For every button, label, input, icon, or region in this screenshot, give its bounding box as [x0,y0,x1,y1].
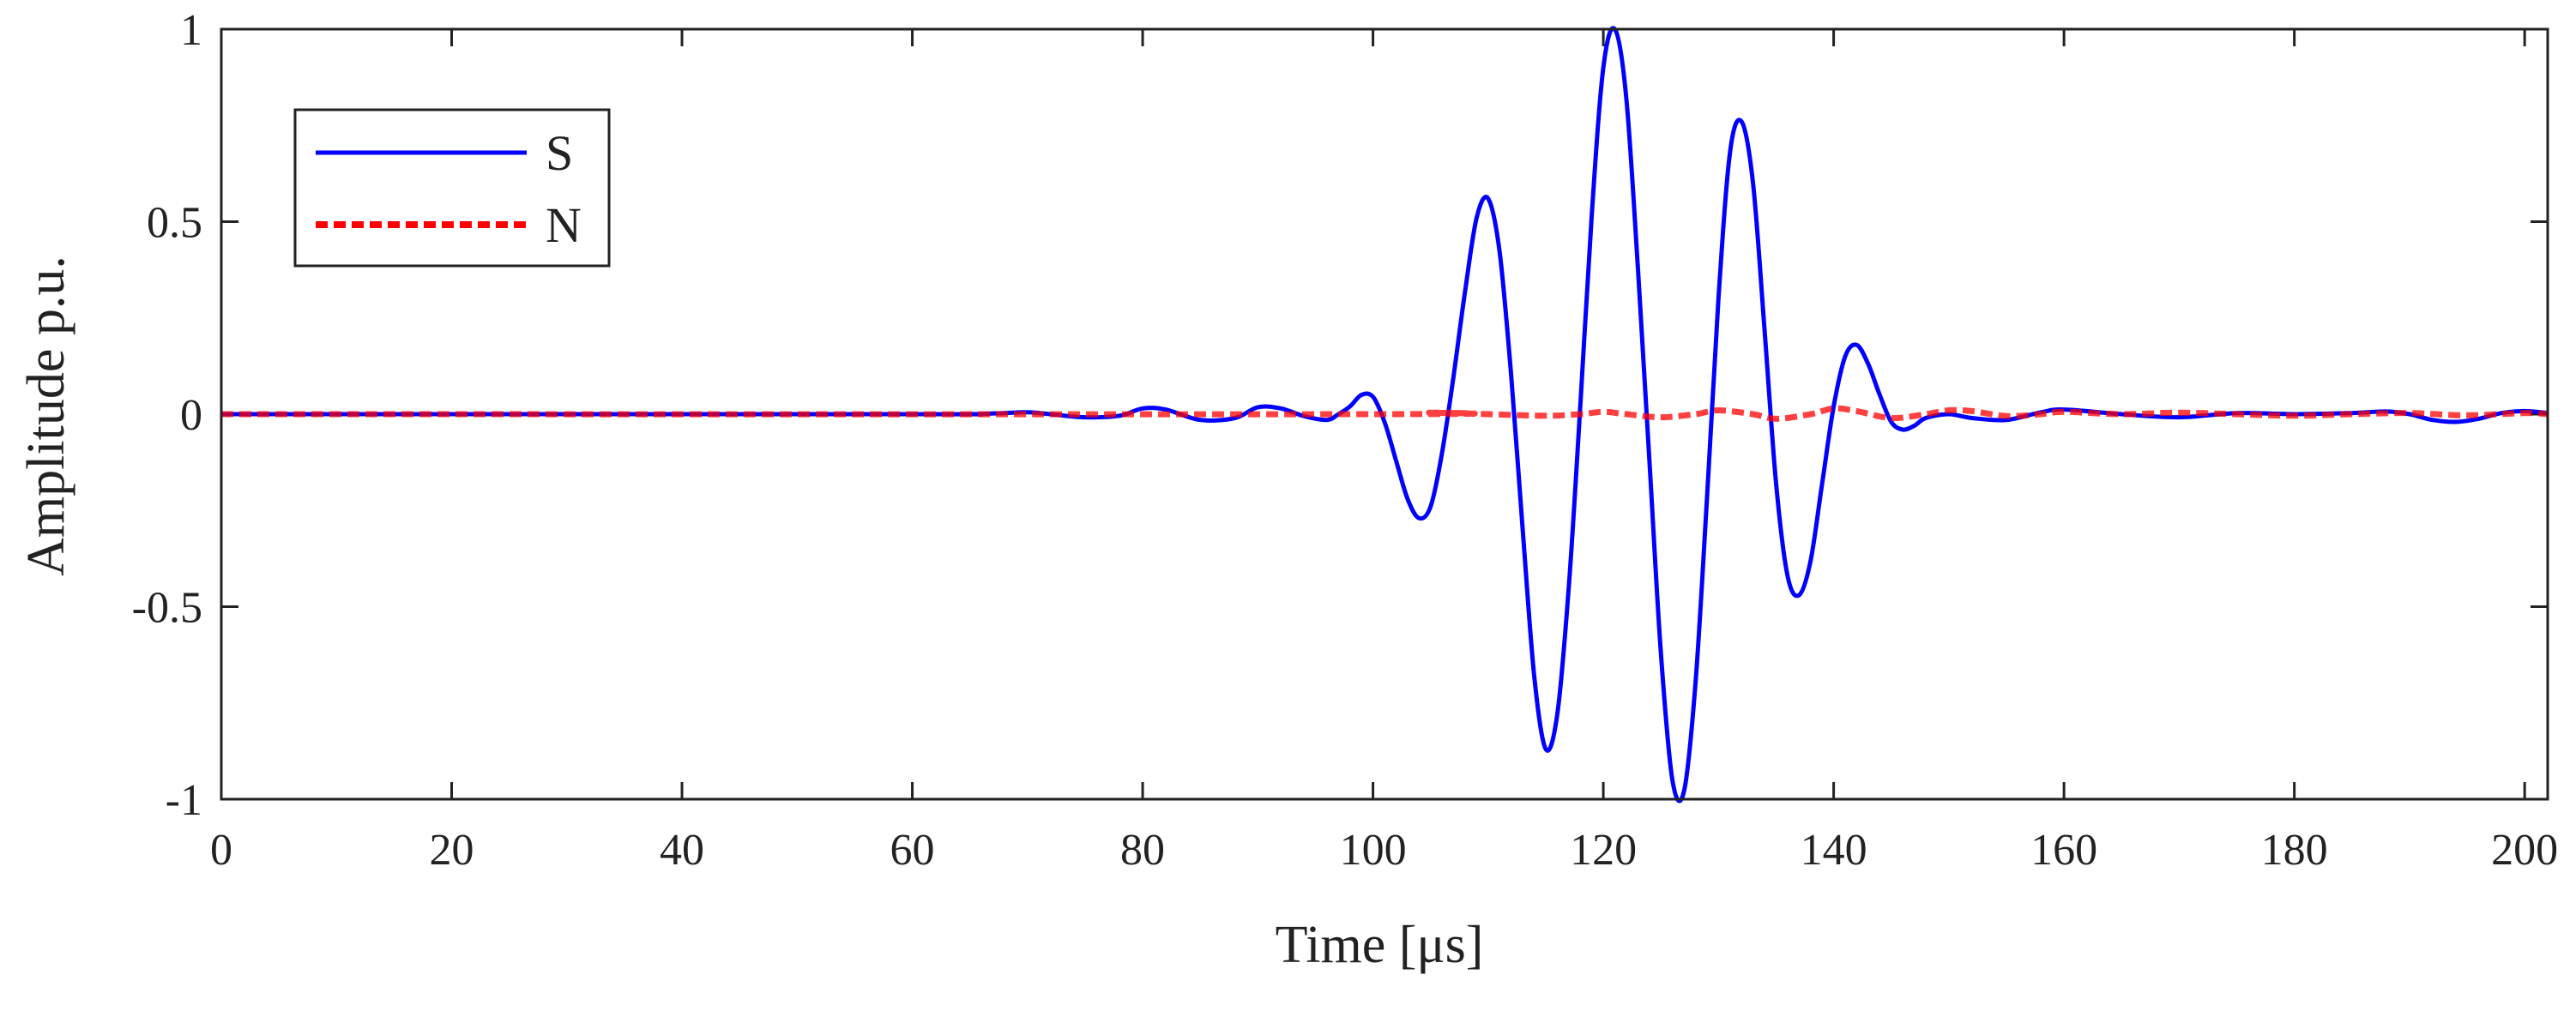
plot-frame [220,27,2549,801]
y-tick-label: -0.5 [132,584,202,633]
x-tick-label: 40 [660,826,704,875]
x-tick-label: 160 [2030,826,2097,875]
legend: SN [293,108,611,268]
y-tick-label: 1 [180,6,202,55]
x-tick-label: 80 [1120,826,1165,875]
x-axis-label: Time [μs] [1276,916,1484,974]
axes-layer: 0 20 40 60 80 100 120 140 160 180 200 -1 -0.5 0 0.5 1 [132,6,2558,875]
frame-layer [220,27,2549,801]
y-axis-label: Amplitude p.u. [17,256,75,576]
x-tick-label: 140 [1801,826,1867,875]
x-tick-label: 0 [210,826,232,875]
legend-label-s: S [546,125,573,181]
y-tick-label: -1 [166,776,202,825]
y-tick-label: 0.5 [147,199,202,248]
x-tick-label: 120 [1570,826,1637,875]
x-tick-label: 180 [2261,826,2328,875]
x-tick-label: 20 [430,826,474,875]
y-tick-label: 0 [180,391,202,440]
legend-label-n: N [546,197,582,253]
x-tick-label: 100 [1340,826,1407,875]
legend-box [293,108,611,268]
series-layer [220,26,2549,803]
x-tick-label: 200 [2491,826,2558,875]
x-tick-label: 60 [890,826,935,875]
series-line-n [220,405,2549,422]
series-line-s [220,26,2549,803]
